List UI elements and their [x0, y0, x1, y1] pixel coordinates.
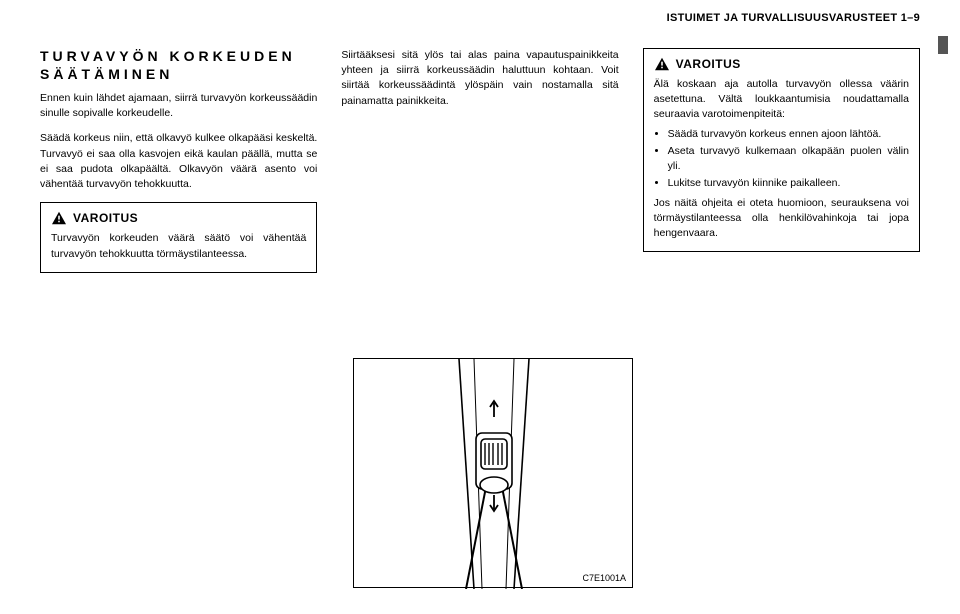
warning-body-1: Turvavyön korkeuden väärä säätö voi vähe… [51, 231, 306, 261]
warning-bullet-1: Säädä turvavyön korkeus ennen ajoon läht… [668, 127, 909, 142]
page-header: ISTUIMET JA TURVALLISUUSVARUSTEET 1–9 [667, 12, 920, 24]
warning-bullets: Säädä turvavyön korkeus ennen ajoon läht… [654, 127, 909, 192]
warning-box-2: VAROITUS Älä koskaan aja autolla turvavy… [643, 48, 920, 252]
warning-triangle-icon [51, 211, 67, 225]
column-1: TURVAVYÖN KORKEUDEN SÄÄTÄMINEN Ennen kui… [40, 48, 317, 273]
warning-bullet-2: Aseta turvavyö kulkemaan olkapään puolen… [668, 144, 909, 174]
content-columns: TURVAVYÖN KORKEUDEN SÄÄTÄMINEN Ennen kui… [40, 48, 920, 273]
warning-label: VAROITUS [73, 211, 138, 225]
column-3: VAROITUS Älä koskaan aja autolla turvavy… [643, 48, 920, 273]
col1-para1: Ennen kuin lähdet ajamaan, siirrä turvav… [40, 91, 317, 121]
warning-head: VAROITUS [51, 211, 306, 225]
side-tab [938, 36, 948, 54]
illustration: C7E1001A [353, 358, 633, 588]
warning-head-2: VAROITUS [654, 57, 909, 71]
seatbelt-adjuster-svg [354, 359, 634, 589]
warning-box-1: VAROITUS Turvavyön korkeuden väärä säätö… [40, 202, 317, 272]
column-2: Siirtääksesi sitä ylös tai alas paina va… [341, 48, 618, 273]
warning-label-2: VAROITUS [676, 57, 741, 71]
section-title: TURVAVYÖN KORKEUDEN SÄÄTÄMINEN [40, 48, 317, 83]
warning-outro: Jos näitä ohjeita ei oteta huomioon, seu… [654, 196, 909, 242]
illustration-label: C7E1001A [582, 573, 626, 583]
warning-triangle-icon [654, 57, 670, 71]
col1-para2: Säädä korkeus niin, että olkavyö kulkee … [40, 131, 317, 192]
warning-intro: Älä koskaan aja autolla turvavyön olless… [654, 77, 909, 123]
col2-para1: Siirtääksesi sitä ylös tai alas paina va… [341, 48, 618, 109]
warning-bullet-3: Lukitse turvavyön kiinnike paikalleen. [668, 176, 909, 191]
